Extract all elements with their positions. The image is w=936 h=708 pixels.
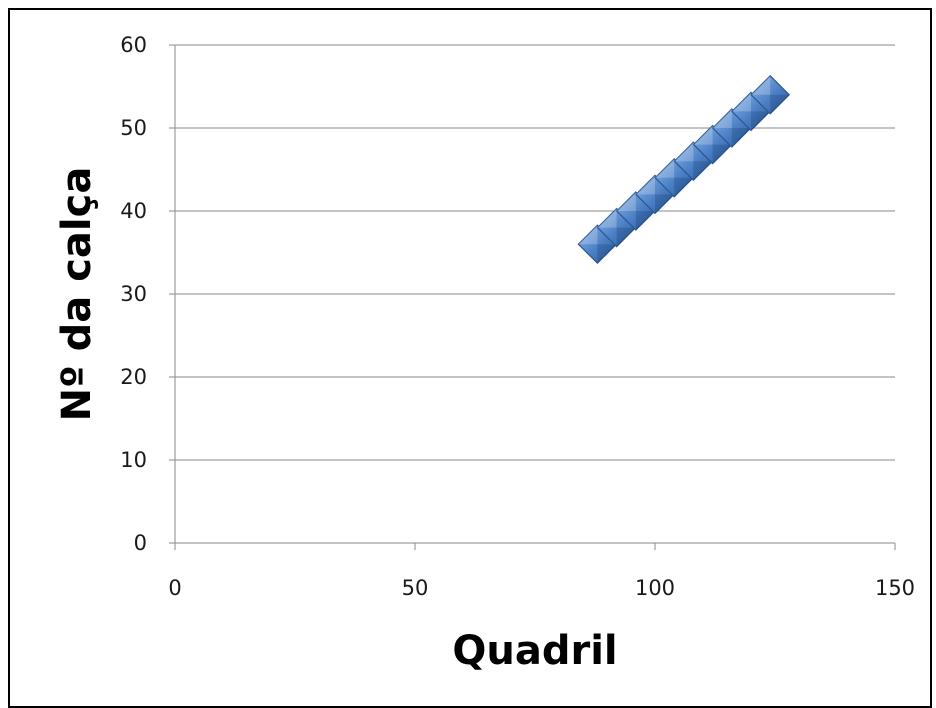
chart-frame [8, 8, 932, 708]
x-tick-label: 150 [875, 576, 915, 600]
y-tick-label: 40 [120, 199, 147, 223]
x-tick-label: 100 [635, 576, 675, 600]
y-tick-label: 50 [120, 116, 147, 140]
axes [169, 44, 896, 550]
x-tick-labels: 0 50 100 150 [168, 576, 915, 600]
data-point [654, 157, 695, 198]
y-tick-labels: 0 10 20 30 40 50 60 [120, 33, 147, 555]
gridlines [175, 44, 895, 461]
x-axis-title: Quadril [452, 628, 617, 674]
y-axis-title: Nº da calça [54, 167, 100, 422]
y-tick-label: 30 [120, 282, 147, 306]
y-tick-label: 10 [120, 448, 147, 472]
data-point [750, 74, 791, 115]
y-tick-label: 20 [120, 365, 147, 389]
data-points [577, 74, 791, 265]
y-tick-label: 60 [120, 33, 147, 57]
x-tick-label: 0 [168, 576, 181, 600]
y-tick-label: 0 [134, 531, 147, 555]
x-tick-label: 50 [402, 576, 429, 600]
